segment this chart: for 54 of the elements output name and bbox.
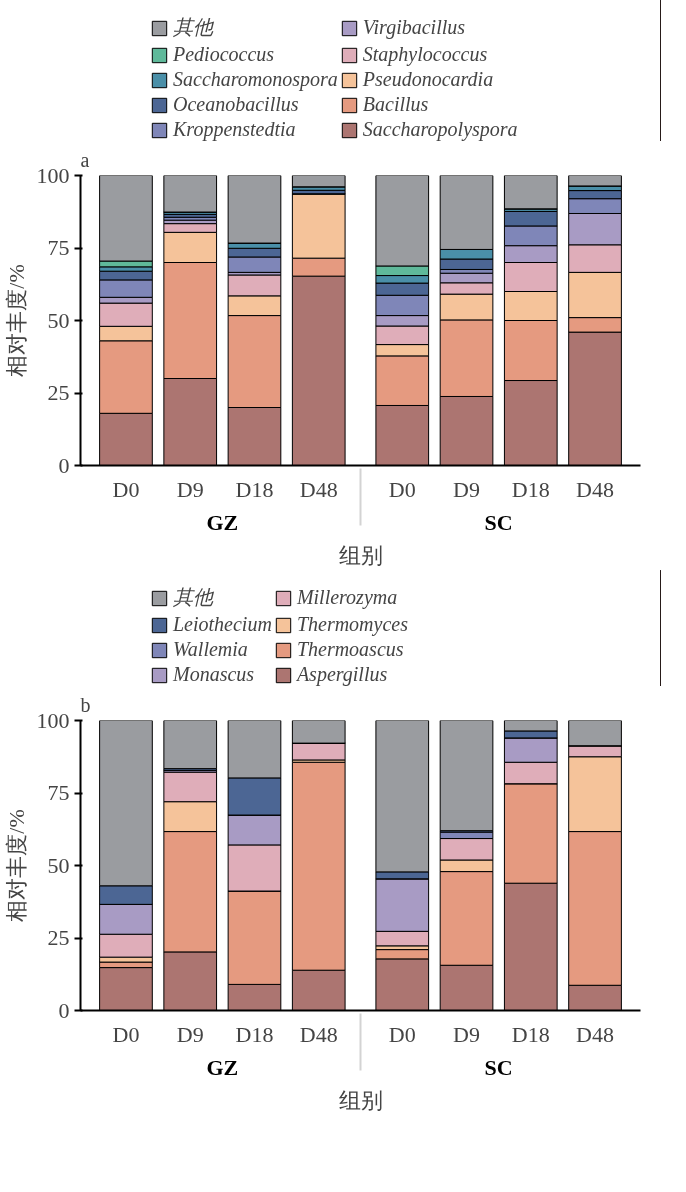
x-tick-label: D0 [388,1021,416,1047]
x-tick-label: D0 [112,476,140,502]
text: GZ [206,509,239,535]
x-tick-label: D48 [576,476,614,502]
y-tick-label: 0 [58,452,70,478]
y-tick-label: 50 [47,852,70,878]
legend-label: Staphylococcus [362,43,488,66]
y-tick-label: 100 [36,707,70,733]
x-tick-label: D18 [511,1021,550,1047]
x-axis-title: 组别 [338,1087,383,1113]
legend-label: Oceanobacillus [173,93,299,116]
legend-label: Saccharopolyspora [362,118,518,141]
y-axis-title: 相对丰度/% [3,264,29,377]
x-tick-label: D9 [176,1021,204,1047]
x-tick-label: D9 [176,476,204,502]
y-tick-label: 25 [47,380,70,405]
y-tick-label: 50 [47,307,70,333]
y-tick-label: 25 [47,925,70,950]
x-tick-label: D48 [299,1021,338,1047]
legend-label: Aspergillus [296,663,388,686]
legend-label: Thermoascus [296,638,404,661]
legend-label: Wallemia [173,638,248,661]
legend-label: Kroppenstedtia [173,118,296,141]
legend-label: Monascus [173,663,255,686]
text: SC [484,1054,513,1080]
legend-label: Pseudonocardia [362,68,494,91]
y-tick-label: 0 [58,997,70,1023]
x-tick-label: D18 [235,1021,274,1047]
text: SC [484,509,513,535]
x-tick-label: D18 [235,476,274,502]
y-tick-label: 75 [47,780,70,805]
x-tick-label: D9 [453,476,480,502]
legend-label: Thermomyces [296,613,408,636]
legend-label: 其他 [173,585,213,610]
legend-label: Pediococcus [173,43,275,66]
y-tick-label: 100 [36,162,70,188]
x-tick-label: D48 [299,476,338,502]
legend-label: Saccharomonospora [173,68,338,91]
x-tick-label: D48 [576,1021,614,1047]
x-tick-label: D0 [388,476,416,502]
legend-label: Virgibacillus [362,16,466,39]
x-axis-title: 组别 [338,542,383,568]
legend-label: 其他 [173,15,213,40]
chart-title: a [80,148,90,171]
legend-label: Millerozyma [296,586,398,609]
text: GZ [206,1054,239,1080]
x-tick-label: D18 [511,476,550,502]
y-tick-label: 75 [47,235,70,260]
y-axis-title: 相对丰度/% [3,809,29,922]
legend-label: Leiothecium [173,613,272,636]
chart-title: b [80,693,91,716]
x-tick-label: D0 [112,1021,140,1047]
x-tick-label: D9 [453,1021,480,1047]
legend-label: Bacillus [362,93,429,116]
